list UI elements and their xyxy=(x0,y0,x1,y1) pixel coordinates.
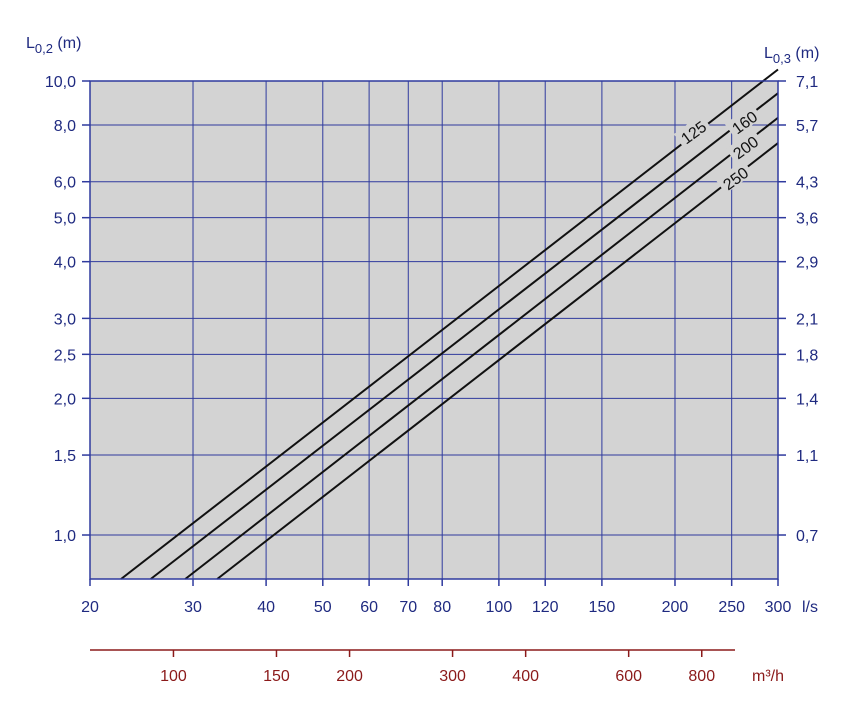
series-label-bg xyxy=(724,104,763,138)
bottom-tick-label: 20 xyxy=(81,599,99,616)
right-tick-label: 2,1 xyxy=(796,311,818,328)
left-axis-title-unit: (m) xyxy=(53,35,81,52)
secondary-x-axis: 100 150 200 300 400 600 800 xyxy=(90,649,735,685)
bottom-tick-label: 300 xyxy=(765,599,792,616)
left-axis-title: L0,2 (m) xyxy=(26,35,81,56)
plot-area xyxy=(90,81,778,579)
right-tick-label: 3,6 xyxy=(796,211,818,228)
right-axis-tick-labels: 0,7 1,1 1,4 1,8 2,1 2,9 3,6 4,3 5,7 7,1 xyxy=(796,74,818,545)
right-tick-label: 1,8 xyxy=(796,347,818,364)
bottom-tick-label: 80 xyxy=(433,599,451,616)
left-axis-title-sub: 0,2 xyxy=(35,41,53,56)
series-line-160 xyxy=(150,92,779,580)
right-axis-title-main: L xyxy=(764,45,773,62)
bottom-tick-label: 60 xyxy=(360,599,378,616)
secondary-tick-label: 400 xyxy=(512,668,539,685)
bottom-tick-label: 70 xyxy=(399,599,417,616)
left-tick-label: 3,0 xyxy=(54,311,76,328)
left-tick-label: 4,0 xyxy=(54,255,76,272)
secondary-tick-label: 150 xyxy=(263,668,290,685)
bottom-axis-tick-labels: 20 30 40 50 60 70 80 100 120 150 200 250 300 xyxy=(81,599,791,616)
left-axis-tick-labels: 1,0 1,5 2,0 2,5 3,0 4,0 5,0 6,0 8,0 10,0 xyxy=(45,74,76,545)
secondary-tick-label: 600 xyxy=(615,668,642,685)
left-tick-label: 2,0 xyxy=(54,391,76,408)
bottom-tick-label: 100 xyxy=(486,599,513,616)
left-tick-label: 10,0 xyxy=(45,74,76,91)
left-tick-label: 6,0 xyxy=(54,175,76,192)
left-axis-title-main: L xyxy=(26,35,35,52)
right-tick-label: 0,7 xyxy=(796,528,818,545)
series-line-125 xyxy=(120,68,779,580)
vertical-gridlines xyxy=(89,81,779,586)
bottom-tick-label: 30 xyxy=(184,599,202,616)
right-tick-label: 1,1 xyxy=(796,448,818,465)
right-axis-title: L0,3 (m) xyxy=(764,45,819,66)
right-axis-title-unit: (m) xyxy=(791,45,819,62)
plot-frame xyxy=(89,80,779,580)
bottom-tick-label: 200 xyxy=(662,599,689,616)
left-tick-label: 5,0 xyxy=(54,211,76,228)
bottom-tick-label: 50 xyxy=(314,599,332,616)
right-tick-label: 2,9 xyxy=(796,255,818,272)
left-tick-label: 1,0 xyxy=(54,528,76,545)
left-tick-label: 1,5 xyxy=(54,448,76,465)
series-line-200 xyxy=(184,116,779,580)
bottom-tick-label: 40 xyxy=(257,599,275,616)
series-label-bg xyxy=(673,114,712,148)
secondary-tick-label: 200 xyxy=(336,668,363,685)
bottom-tick-label: 150 xyxy=(589,599,616,616)
right-tick-label: 1,4 xyxy=(796,391,818,408)
right-axis-title-sub: 0,3 xyxy=(773,51,791,66)
series-line-250 xyxy=(216,142,779,580)
right-tick-label: 7,1 xyxy=(796,74,818,91)
bottom-tick-label: 250 xyxy=(718,599,745,616)
left-tick-label: 2,5 xyxy=(54,347,76,364)
series-label-bg xyxy=(725,129,764,163)
bottom-tick-label: 120 xyxy=(532,599,559,616)
horizontal-gridlines xyxy=(82,80,786,536)
right-tick-label: 5,7 xyxy=(796,118,818,135)
right-tick-label: 4,3 xyxy=(796,175,818,192)
secondary-axis-unit: m³/h xyxy=(752,668,784,685)
secondary-tick-label: 800 xyxy=(688,668,715,685)
series-label-bg xyxy=(715,160,754,194)
left-tick-label: 8,0 xyxy=(54,118,76,135)
secondary-tick-label: 100 xyxy=(160,668,187,685)
secondary-tick-label: 300 xyxy=(439,668,466,685)
bottom-axis-unit: l/s xyxy=(802,599,818,616)
